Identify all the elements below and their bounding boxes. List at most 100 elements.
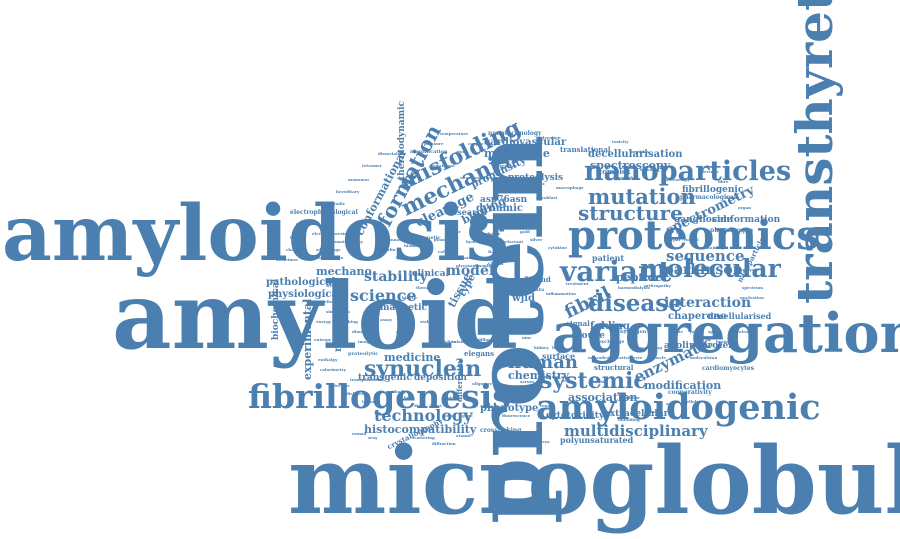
word-synuclein: synuclein (364, 356, 482, 382)
word-nmr: nmr (522, 335, 532, 340)
word-proteolysis: proteolysis (508, 173, 564, 183)
word-systemic: systemic (540, 368, 647, 394)
word-folding: folding (590, 321, 630, 332)
word-microglobulin: microglobulin (288, 426, 900, 535)
word-effect: effect (296, 221, 309, 226)
word-cardiomyocytes: cardiomyocytes (702, 365, 755, 372)
word-molecular: molecular (640, 254, 781, 283)
word-insulin: insulin (380, 247, 396, 252)
word-heparin: heparin (456, 255, 474, 260)
word-technology: technology (374, 406, 473, 425)
word-plasma: plasma (434, 237, 450, 242)
word-pharmacological: pharmacological (680, 194, 737, 201)
word-drug: drug (414, 403, 425, 408)
word-copper: copper (468, 141, 484, 146)
word-association: association (568, 391, 638, 404)
word-nanotechnology: nanotechnology (488, 130, 542, 137)
word-model: model (446, 263, 495, 279)
word-exchange: exchange (598, 339, 625, 345)
word-infrared: infrared (362, 399, 381, 404)
word-fibrillogenic: fibrillogenic (682, 185, 744, 195)
word-result: result (508, 319, 541, 330)
word-phenotype: phenotype (480, 403, 539, 414)
word-proteomics: proteomics (568, 212, 819, 259)
word-glycosaminoglycan: glycosaminoglycan (456, 263, 499, 268)
word-enthalpy: enthalpy (318, 357, 338, 362)
word-residue: residue (500, 163, 517, 168)
word-liver: liver (552, 345, 563, 350)
word-fibrillogenesis: fibrillogenesis (248, 377, 511, 416)
word-dialysis: dialysis (590, 379, 607, 384)
word-conformation: conformation (712, 215, 781, 225)
word-clinical: clinical (412, 269, 450, 279)
word-vitro: vitro (495, 289, 506, 316)
word-hereditary: hereditary (336, 189, 360, 194)
word-histocompatibility: histocompatibility (364, 423, 477, 436)
word-western: western (326, 283, 344, 288)
word-research: research (448, 207, 487, 217)
word-pressure: pressure (424, 141, 444, 146)
word-extracellular: extracellular (604, 409, 669, 419)
word-peptides: peptides (630, 149, 650, 154)
word-electrophysiological: electrophysiological (290, 209, 358, 216)
word-raman: raman (352, 431, 367, 436)
word-native: native (488, 249, 506, 255)
word-glycation: glycation (540, 135, 561, 140)
word-electrophoresis: electrophoresis (312, 231, 347, 236)
word-cellular: cellular (684, 399, 702, 404)
word-doxycycline: doxycycline (430, 339, 456, 344)
word-amyloidogenic: amyloidogenic (536, 387, 821, 428)
word-dissociation: dissociation (378, 151, 405, 156)
word-lipid: lipid (444, 395, 455, 400)
word-page: page (330, 247, 341, 252)
word-physiological: physiological (268, 289, 342, 300)
word-alzheimer: alzheimer (276, 257, 299, 262)
word-graphene: graphene (504, 223, 526, 228)
word-serum: serum (520, 379, 535, 384)
word-tryptophan: tryptophan (614, 175, 639, 180)
word-light: light (290, 235, 301, 240)
word-deposition: deposition (414, 373, 467, 383)
word-neurotoxicity: neurotoxicity (460, 175, 490, 180)
word-tetramer: tetramer (362, 163, 382, 168)
word-assay: assay (380, 317, 393, 322)
word-multidisciplinary: multidisciplinary (564, 422, 708, 440)
word-stability: stability (364, 269, 428, 285)
word-mass: mass (650, 409, 662, 414)
word-vivo: vivo (444, 413, 453, 418)
word-complex: complex (598, 167, 631, 176)
word-nanoparticles: nanoparticles (584, 156, 792, 187)
word-inflammation: inflammation (546, 291, 576, 296)
word-cooperativity: cooperativity (668, 389, 712, 396)
word-kidney: kidney (534, 345, 549, 350)
word-immunoassay: immunoassay (378, 237, 409, 242)
word-sds: sds (316, 247, 324, 252)
word-polyunsaturated: polyunsaturated (560, 435, 634, 445)
word-elegans: elegans (464, 349, 495, 358)
word-experimental: experimental (301, 298, 314, 380)
word-dichroism: dichroism (346, 391, 369, 396)
word-beta: beta (404, 395, 414, 400)
word-human: human (508, 352, 578, 373)
word-membrane: membrane (484, 147, 550, 160)
word-muscle: muscle (650, 355, 666, 360)
word-ganglioside: ganglioside (674, 215, 733, 225)
word-aggregation: aggregation (552, 301, 900, 365)
word-spectrum: spectrum (742, 285, 764, 290)
word-parkinson: parkinson (664, 262, 743, 278)
word-silver: silver (530, 237, 543, 242)
word-translational: translational (560, 145, 611, 154)
word-structural: structural (594, 363, 634, 372)
word-imaging: imaging (358, 339, 377, 344)
word-disease: disease (588, 290, 683, 317)
word-modification: modification (644, 379, 722, 392)
word-scaffold: scaffold (510, 185, 528, 190)
word-blood: blood (726, 195, 739, 200)
word-patient: patient (592, 253, 625, 263)
word-sensor: sensor (446, 229, 461, 234)
word-mouse: mouse (572, 331, 605, 341)
word-tau: tau (710, 355, 718, 360)
word-decellularised: decellularised (708, 311, 772, 321)
word-sporadic: sporadic (326, 201, 346, 206)
word-chemistry: chemistry (508, 369, 569, 382)
